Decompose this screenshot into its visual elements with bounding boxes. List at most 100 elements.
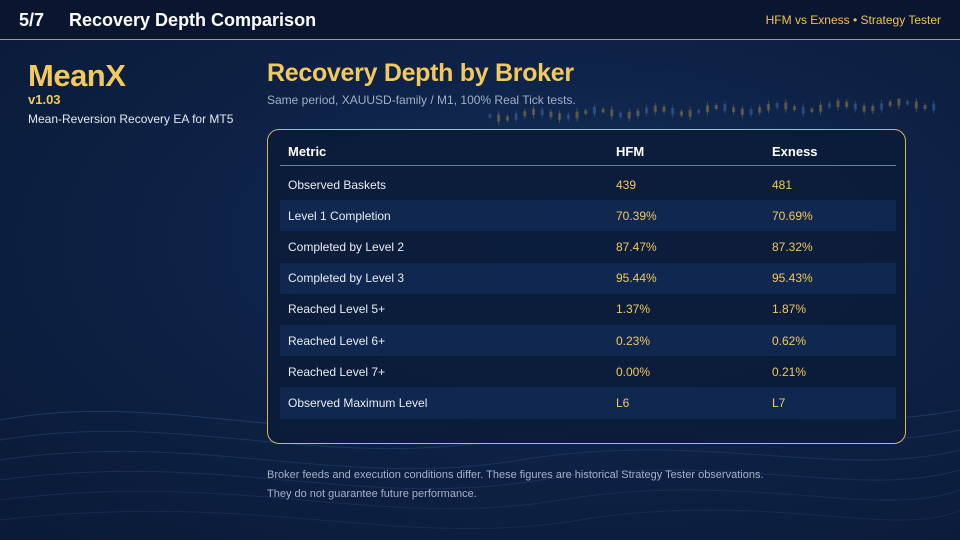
cell-hfm: 0.23% [616, 333, 651, 348]
candle-body [584, 110, 588, 114]
table-row: Level 1 Completion 70.39% 70.69% [280, 200, 896, 232]
cell-metric: Observed Maximum Level [288, 395, 428, 410]
candle-body [662, 106, 666, 112]
top-bar: 5/7 Recovery Depth Comparison HFM vs Exn… [0, 0, 960, 40]
table-body: Observed Baskets 439 481 Level 1 Completion… [280, 169, 896, 419]
slide-title: Recovery Depth Comparison [69, 10, 317, 30]
table-header: Metric HFM Exness [280, 138, 896, 166]
table-row: Reached Level 6+ 0.23% 0.62% [280, 324, 896, 357]
page-subheading: Same period, XAUUSD-family / M1, 100% Re… [267, 93, 576, 107]
candle-body [636, 110, 640, 116]
candle-body [784, 102, 788, 110]
table-row: Reached Level 5+ 1.37% 1.87% [280, 294, 896, 325]
candle-body [845, 101, 849, 107]
cell-exness: L7 [772, 395, 786, 410]
candle-body [549, 111, 553, 118]
candle-body [514, 113, 518, 120]
footnote-line-1: Broker feeds and execution conditions di… [267, 469, 764, 481]
header-right-label: HFM vs Exness • Strategy Tester [765, 13, 941, 27]
cell-exness: 481 [772, 177, 793, 192]
table-row: Completed by Level 2 87.47% 87.32% [280, 231, 896, 262]
candle-body [801, 106, 805, 114]
cell-hfm: 1.37% [616, 302, 651, 317]
candle-body [732, 107, 736, 113]
candle-body [853, 103, 857, 110]
brand-version: v1.03 [28, 92, 61, 107]
cell-exness: 70.69% [772, 208, 813, 223]
candle-body [610, 109, 614, 117]
candle-body [810, 108, 814, 112]
cell-hfm: L6 [616, 395, 630, 410]
cell-metric: Reached Level 6+ [288, 333, 386, 348]
cell-hfm: 70.39% [616, 208, 657, 223]
candle-body [758, 107, 762, 113]
table-panel: Metric HFM Exness Observed Baskets 439 481… [267, 129, 906, 444]
decorative-candles [488, 98, 936, 126]
cell-metric: Observed Baskets [288, 177, 387, 192]
cell-hfm: 0.00% [616, 364, 651, 379]
candle-body [906, 101, 910, 105]
candle-body [627, 111, 631, 119]
cell-metric: Completed by Level 2 [288, 239, 405, 254]
candle-body [679, 111, 683, 116]
table-row: Reached Level 7+ 0.00% 0.21% [280, 356, 896, 387]
candle-body [827, 103, 831, 108]
candle-body [601, 108, 605, 113]
header-metric: Metric [288, 144, 327, 159]
cell-metric: Reached Level 7+ [288, 364, 386, 379]
candle-body [523, 111, 527, 117]
header-hfm: HFM [616, 144, 645, 159]
cell-hfm: 87.47% [616, 239, 657, 254]
footnote-line-2: They do not guarantee future performance… [267, 488, 477, 500]
candle-body [714, 105, 718, 109]
table-row: Observed Baskets 439 481 [280, 169, 896, 200]
table-row: Observed Maximum Level L6 L7 [280, 387, 896, 419]
header-exness: Exness [772, 144, 818, 159]
cell-metric: Level 1 Completion [288, 208, 391, 223]
candle-body [497, 114, 501, 122]
candle-body [575, 111, 579, 119]
candle-body [705, 105, 710, 113]
candle-body [740, 108, 744, 115]
candle-body [488, 114, 492, 118]
candle-body [879, 103, 884, 110]
candle-body [871, 106, 875, 112]
cell-exness: 87.32% [772, 239, 813, 254]
candle-body [932, 103, 936, 111]
candle-body [888, 101, 892, 106]
candle-body [792, 106, 797, 111]
candle-body [923, 105, 927, 109]
candle-body [645, 107, 649, 114]
cell-exness: 0.21% [772, 364, 807, 379]
cell-metric: Reached Level 5+ [288, 302, 386, 317]
cell-exness: 0.62% [772, 333, 807, 348]
cell-metric: Completed by Level 3 [288, 271, 405, 286]
candle-body [862, 105, 866, 112]
candle-body [749, 109, 753, 115]
candle-body [697, 110, 701, 114]
brand-name: MeanX [28, 58, 126, 93]
slide-number: 5/7 [19, 10, 45, 30]
candle-body [558, 113, 562, 120]
candle-body [592, 106, 596, 114]
candle-body [914, 101, 918, 109]
candle-body [540, 109, 544, 116]
candle-body [671, 107, 675, 115]
cell-exness: 1.87% [772, 302, 807, 317]
cell-hfm: 95.44% [616, 271, 657, 286]
cell-exness: 95.43% [772, 271, 813, 286]
page-heading: Recovery Depth by Broker [267, 59, 574, 87]
candle-body [723, 104, 727, 111]
table-row: Completed by Level 3 95.44% 95.43% [280, 262, 896, 294]
candle-body [836, 100, 840, 108]
brand-tagline: Mean-Reversion Recovery EA for MT5 [28, 112, 234, 126]
candle-body [897, 98, 901, 106]
candle-body [566, 114, 570, 120]
candle-body [531, 108, 536, 116]
comparison-table: Metric HFM Exness Observed Baskets 439 481… [280, 138, 896, 419]
cell-hfm: 439 [616, 177, 637, 192]
candle-body [766, 103, 770, 111]
candle-body [505, 116, 509, 121]
candle-body [819, 104, 823, 112]
candle-body [775, 103, 779, 108]
